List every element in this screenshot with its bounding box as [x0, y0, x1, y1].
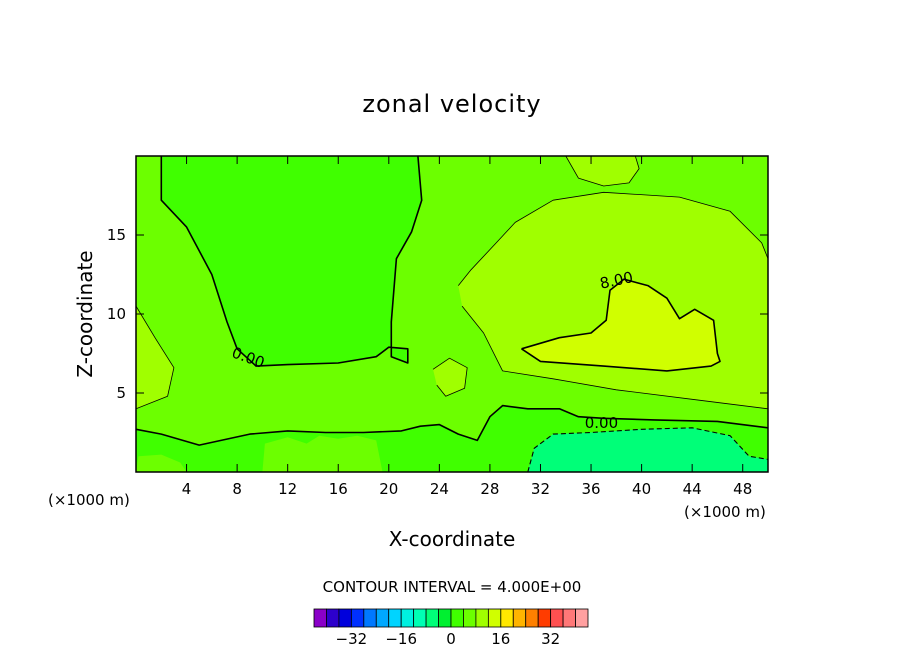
colorbar-swatch [550, 608, 564, 628]
contour-four-left [136, 305, 175, 410]
colorbar-swatch [350, 608, 365, 628]
field-top-cap [565, 156, 640, 186]
x-tick-label: 36 [581, 480, 600, 498]
colorbar-swatch [562, 608, 576, 628]
colorbar-tick-label: 32 [541, 630, 560, 648]
colorbar-swatch [313, 608, 327, 628]
contour-zero-upper [160, 156, 423, 367]
field-surface-lump [136, 454, 187, 472]
colorbar-swatch [326, 608, 340, 628]
contour-four-top [565, 156, 640, 187]
x-tick-label: 44 [683, 480, 702, 498]
x-tick-label: 8 [232, 480, 242, 498]
field-right-core [521, 279, 720, 371]
colorbar-swatch [375, 608, 390, 628]
colorbar-tick-label: 0 [446, 630, 456, 648]
colorbar-tick-label: 16 [491, 630, 510, 648]
colorbar-swatch [413, 608, 427, 628]
field-island [433, 358, 468, 397]
x-tick-label: 16 [329, 480, 348, 498]
y-axis-label: Z-coordinate [73, 250, 97, 377]
x-tick-label: 32 [531, 480, 550, 498]
colorbar-swatch [475, 608, 489, 628]
colorbar-swatch [512, 608, 527, 628]
colorbar-swatch [463, 608, 477, 628]
colorbar-swatch [425, 608, 439, 628]
contour-label: 0.00 [585, 414, 618, 432]
x-unit-left: (×1000 m) [48, 491, 130, 509]
colorbar-swatch [575, 608, 589, 628]
y-tick-label: 10 [107, 305, 126, 323]
x-tick-label: 40 [632, 480, 651, 498]
colorbar-swatch [400, 608, 415, 628]
colorbar-swatch [338, 608, 352, 628]
x-tick-label: 20 [379, 480, 398, 498]
colorbar-swatch [525, 608, 539, 628]
x-tick-label: 48 [733, 480, 752, 498]
x-tick-label: 28 [480, 480, 499, 498]
colorbar-tick-label: −16 [385, 630, 417, 648]
colorbar-swatch [388, 608, 402, 628]
colorbar-tick-label: −32 [336, 630, 368, 648]
colorbar-swatch [438, 608, 452, 628]
x-unit-right: (×1000 m) [684, 503, 766, 521]
contour-zero-surface [136, 404, 768, 446]
y-tick-label: 5 [116, 384, 126, 402]
colorbar-swatch [487, 608, 502, 628]
contour-eight [521, 278, 721, 372]
colorbar-swatch [500, 608, 514, 628]
contour-four-island [432, 357, 468, 397]
chart-title: zonal velocity [362, 90, 541, 118]
contour-four [457, 191, 768, 410]
x-tick-label: 12 [278, 480, 297, 498]
field-surface-lump [262, 435, 383, 472]
x-tick-label: 24 [430, 480, 449, 498]
field-surface-jet [527, 427, 768, 472]
contour-interval: CONTOUR INTERVAL = 4.000E+00 [323, 578, 582, 596]
field-left-bump [136, 306, 174, 409]
y-tick-label: 15 [107, 226, 126, 244]
x-tick-label: 4 [182, 480, 192, 498]
colorbar-swatch [537, 608, 552, 628]
colorbar-swatch [450, 608, 464, 628]
field-upper-left [161, 156, 422, 367]
x-axis-label: X-coordinate [389, 527, 516, 551]
contour-negative [527, 427, 768, 472]
colorbar-swatch [363, 608, 377, 628]
